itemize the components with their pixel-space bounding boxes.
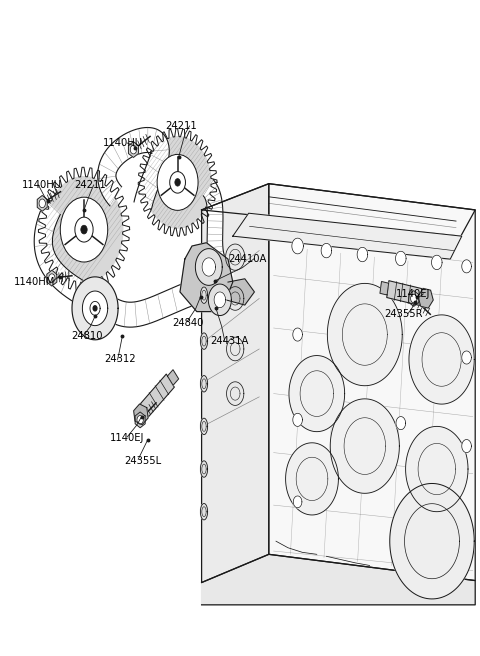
Polygon shape — [462, 351, 471, 364]
Polygon shape — [47, 270, 57, 286]
Polygon shape — [462, 260, 471, 273]
Polygon shape — [409, 315, 474, 404]
Polygon shape — [406, 426, 468, 512]
Circle shape — [81, 225, 87, 234]
Polygon shape — [201, 333, 207, 349]
Circle shape — [93, 306, 97, 311]
Text: 24312: 24312 — [105, 354, 136, 365]
Polygon shape — [83, 291, 108, 325]
Polygon shape — [201, 376, 207, 392]
Polygon shape — [293, 496, 302, 508]
Circle shape — [39, 199, 46, 208]
Polygon shape — [227, 337, 244, 361]
Polygon shape — [133, 404, 148, 424]
Polygon shape — [396, 417, 406, 430]
Polygon shape — [233, 213, 462, 259]
Polygon shape — [432, 255, 442, 270]
Polygon shape — [390, 483, 474, 599]
Text: 24810: 24810 — [71, 331, 103, 341]
Polygon shape — [418, 289, 433, 308]
Polygon shape — [97, 127, 169, 209]
Polygon shape — [462, 440, 471, 453]
Circle shape — [137, 415, 144, 424]
Polygon shape — [72, 277, 118, 340]
Polygon shape — [168, 370, 179, 385]
Polygon shape — [293, 328, 302, 341]
Polygon shape — [357, 247, 368, 262]
Polygon shape — [227, 382, 244, 405]
Circle shape — [130, 145, 137, 154]
Polygon shape — [34, 200, 212, 327]
Polygon shape — [286, 443, 338, 515]
Circle shape — [60, 197, 108, 262]
Polygon shape — [269, 184, 475, 581]
Text: 1140HM: 1140HM — [13, 277, 55, 287]
Text: 24840: 24840 — [172, 318, 203, 328]
Polygon shape — [226, 244, 245, 270]
Polygon shape — [45, 176, 123, 283]
Text: 1140EJ: 1140EJ — [109, 433, 144, 443]
Polygon shape — [34, 200, 212, 327]
Polygon shape — [180, 243, 233, 312]
Polygon shape — [201, 419, 207, 434]
Text: 24211: 24211 — [166, 121, 197, 131]
Polygon shape — [321, 243, 332, 258]
Polygon shape — [203, 180, 233, 283]
Text: 1140EJ: 1140EJ — [396, 289, 431, 299]
Polygon shape — [202, 258, 216, 276]
Polygon shape — [135, 412, 145, 428]
Circle shape — [175, 178, 180, 186]
Polygon shape — [409, 291, 419, 306]
Polygon shape — [203, 180, 233, 283]
Polygon shape — [201, 504, 207, 520]
Circle shape — [75, 217, 93, 242]
Polygon shape — [214, 292, 226, 308]
Text: 24431A: 24431A — [210, 336, 249, 346]
Polygon shape — [221, 279, 254, 305]
Polygon shape — [202, 554, 475, 605]
Text: 24355L: 24355L — [124, 455, 161, 466]
Polygon shape — [141, 374, 174, 417]
Polygon shape — [293, 413, 302, 426]
Text: 24410A: 24410A — [228, 254, 266, 264]
Circle shape — [410, 294, 417, 303]
Text: 1140HU: 1140HU — [103, 138, 144, 148]
Polygon shape — [227, 287, 244, 310]
Polygon shape — [396, 251, 406, 266]
Polygon shape — [201, 287, 207, 303]
Text: 24355R: 24355R — [384, 308, 422, 319]
Circle shape — [157, 154, 198, 211]
Polygon shape — [202, 184, 269, 583]
Polygon shape — [37, 195, 47, 211]
Circle shape — [48, 274, 55, 283]
Polygon shape — [201, 461, 207, 477]
Polygon shape — [289, 356, 345, 432]
Polygon shape — [208, 284, 231, 316]
Polygon shape — [202, 184, 475, 236]
Polygon shape — [144, 136, 211, 228]
Circle shape — [170, 172, 185, 193]
Polygon shape — [330, 399, 399, 493]
Polygon shape — [97, 127, 169, 209]
Polygon shape — [380, 281, 389, 295]
Polygon shape — [292, 238, 303, 254]
Polygon shape — [327, 283, 402, 386]
Text: 1140HU: 1140HU — [22, 180, 62, 190]
Polygon shape — [387, 281, 422, 306]
Polygon shape — [195, 249, 222, 285]
Polygon shape — [90, 301, 100, 316]
Text: 24211: 24211 — [74, 180, 106, 190]
Polygon shape — [129, 142, 138, 157]
